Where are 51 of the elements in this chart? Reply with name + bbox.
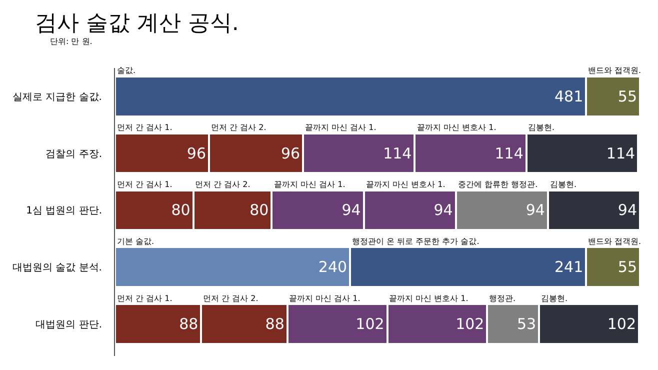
data-label: 240: [318, 258, 348, 276]
annotation: 먼저 간 검사 1.: [117, 294, 172, 303]
annotation: 행정관.: [489, 294, 516, 303]
data-label: 481: [554, 87, 584, 106]
data-label: 114: [383, 144, 412, 162]
y-tick-label: 대법원의 술값 분석.: [12, 262, 102, 274]
y-tick-label: 1심 법원의 판단.: [26, 206, 102, 217]
data-label: 55: [618, 258, 637, 276]
data-label: 102: [356, 315, 384, 333]
y-tick-label: 실제로 지급한 술값.: [12, 92, 102, 103]
data-label: 94: [434, 201, 453, 220]
data-label: 102: [456, 315, 484, 333]
data-label: 96: [186, 144, 206, 162]
chart-title: 검사 술값 계산 공식.: [34, 11, 239, 36]
annotation: 먼저 간 검사 1.: [117, 123, 172, 132]
annotation: 끝까지 마신 변호사 1.: [366, 180, 446, 189]
annotation: 먼저 간 검사 2.: [211, 123, 266, 132]
annotation: 끝까지 마신 검사 1.: [305, 123, 376, 132]
annotation: 김봉현.: [528, 123, 555, 132]
data-label: 94: [526, 201, 545, 220]
annotation: 먼저 간 검사 2.: [203, 294, 258, 303]
data-label: 53: [517, 315, 536, 333]
annotation: 행정관이 온 뒤로 주문한 추가 술값.: [352, 237, 480, 246]
data-label: 96: [280, 144, 300, 162]
annotation: 밴드와 접객원.: [588, 237, 642, 246]
data-label: 80: [250, 201, 269, 220]
annotation: 끝까지 마신 검사 1.: [274, 180, 346, 189]
y-tick-label: 검찰의 주장.: [46, 148, 102, 160]
annotation: 끝까지 마신 변호사 1.: [417, 123, 496, 132]
data-label: 55: [618, 87, 637, 106]
annotation: 밴드와 접객원.: [588, 66, 642, 75]
annotation: 먼저 간 검사 2.: [195, 180, 250, 189]
data-label: 94: [618, 201, 637, 220]
data-label: 88: [179, 315, 198, 333]
y-tick-label: 대법원의 판단.: [36, 320, 102, 330]
data-label: 88: [265, 315, 284, 333]
annotation: 기본 술값.: [117, 237, 154, 246]
data-label: 94: [342, 201, 361, 220]
annotation: 김봉현.: [541, 294, 568, 303]
data-label: 114: [494, 144, 524, 162]
chart-subtitle: 단위: 만 원.: [50, 37, 92, 46]
annotation: 중간에 합류한 행정관.: [458, 180, 538, 189]
data-label: 114: [606, 144, 636, 162]
data-label: 80: [171, 201, 190, 220]
annotation: 끝까지 마신 검사 1.: [289, 294, 360, 303]
data-label: 241: [554, 258, 584, 276]
annotation: 끝까지 마신 변호사 1.: [389, 294, 468, 303]
data-label: 102: [607, 315, 636, 333]
annotation: 김봉현.: [550, 180, 577, 189]
annotation: 먼저 간 검사 1.: [117, 180, 172, 189]
annotation: 술값.: [117, 66, 136, 75]
